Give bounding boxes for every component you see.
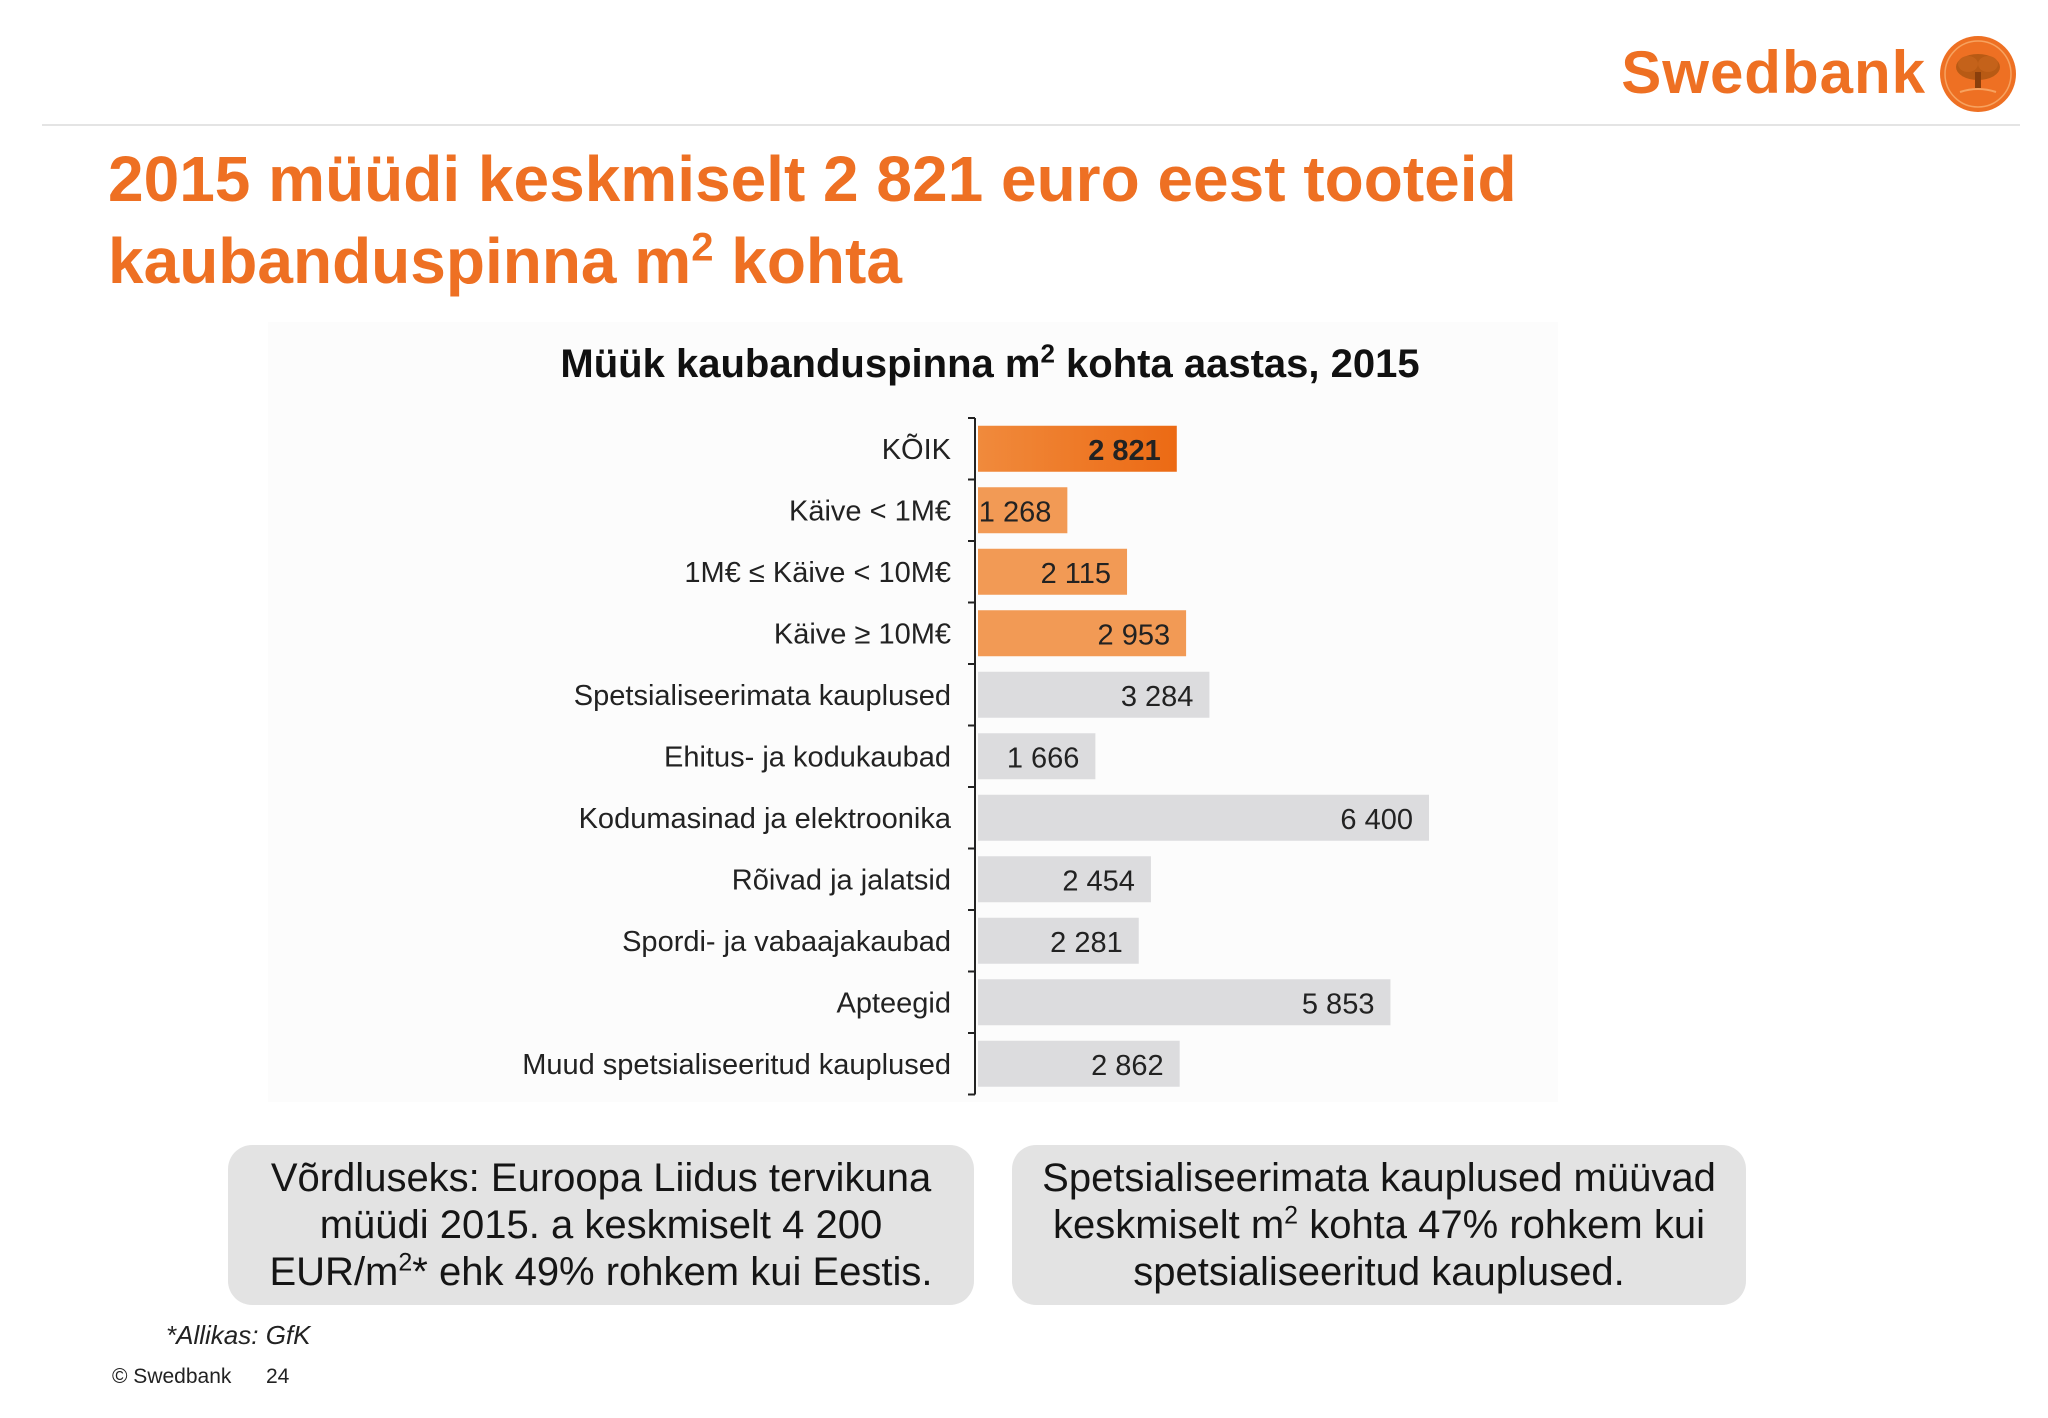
- note-left-line-3-post: * ehk 49% rohkem kui Eestis.: [412, 1249, 933, 1294]
- slide-title-line-2-pre: kaubanduspinna m: [108, 225, 692, 297]
- chart-title-pre: Müük kaubanduspinna m: [560, 342, 1041, 386]
- note-box-nonspecialized-stores: Spetsialiseerimata kauplused müüvad kesk…: [1012, 1145, 1746, 1305]
- chart-value-label: 3 284: [1121, 681, 1194, 713]
- chart-value-label: 1 666: [1007, 742, 1080, 774]
- note-right-line-2-post: kohta 47% rohkem kui: [1298, 1202, 1705, 1247]
- chart-title: Müük kaubanduspinna m2 kohta aastas, 201…: [400, 338, 1580, 387]
- note-left-line-3: EUR/m2* ehk 49% rohkem kui Eestis.: [269, 1249, 932, 1296]
- chart-title-post: kohta aastas, 2015: [1054, 342, 1420, 386]
- source-note: *Allikas: GfK: [166, 1320, 311, 1350]
- note-left-superscript: 2: [398, 1248, 413, 1277]
- chart-value-label: 2 115: [1041, 558, 1111, 590]
- chart-bar-8: [978, 917, 1139, 964]
- chart-category-label: KÕIK: [882, 432, 952, 466]
- swedbank-oak-tree-icon: [1940, 36, 2016, 112]
- chart-bar-0: [978, 425, 1177, 472]
- footer-copyright: © Swedbank: [112, 1365, 232, 1388]
- note-right-line-2-pre: keskmiselt m: [1053, 1202, 1285, 1247]
- chart-category-label: Rõivad ja jalatsid: [732, 864, 951, 896]
- chart-bar-7: [978, 856, 1151, 903]
- chart-bar-1: [978, 487, 1068, 534]
- chart-value-label: 2 862: [1091, 1050, 1164, 1082]
- chart-value-label: 2 454: [1062, 865, 1135, 897]
- chart-bar-5: [978, 733, 1096, 780]
- chart-category-label: Kodumasinad ja elektroonika: [579, 803, 952, 835]
- note-right-line-3: spetsialiseeritud kauplused.: [1133, 1249, 1625, 1294]
- chart-background: [268, 322, 1558, 1102]
- slide-title-line-2: kaubanduspinna m2 kohta: [108, 220, 1808, 302]
- chart-title-superscript: 2: [1040, 338, 1055, 369]
- header-divider: [42, 124, 2020, 126]
- note-left-line-2: müüdi 2015. a keskmiselt 4 200: [319, 1202, 883, 1247]
- chart-category-label: 1M€ ≤ Käive < 10M€: [684, 557, 951, 589]
- chart-value-label: 5 853: [1302, 988, 1375, 1020]
- chart-category-label: Käive < 1M€: [789, 495, 951, 527]
- note-right-line-2: keskmiselt m2 kohta 47% rohkem kui: [1042, 1202, 1716, 1249]
- slide-title-superscript: 2: [691, 225, 714, 270]
- chart-bar-3: [978, 610, 1187, 657]
- chart-value-label: 6 400: [1340, 804, 1413, 836]
- note-right-line-1: Spetsialiseerimata kauplused müüvad: [1042, 1155, 1716, 1200]
- chart-category-label: Spordi- ja vabaajakaubad: [622, 926, 951, 958]
- note-box-eu-comparison: Võrdluseks: Euroopa Liidus tervikuna müü…: [228, 1145, 974, 1305]
- chart-value-label: 1 268: [979, 496, 1052, 528]
- chart-bar-9: [978, 979, 1391, 1026]
- chart-category-label: Muud spetsialiseeritud kauplused: [522, 1049, 951, 1081]
- chart-bar-2: [978, 548, 1128, 595]
- slide-title-line-1: 2015 müüdi keskmiselt 2 821 euro eest to…: [108, 143, 1517, 215]
- chart-category-label: Ehitus- ja kodukaubad: [664, 741, 951, 773]
- chart-category-label: Spetsialiseerimata kauplused: [574, 680, 951, 712]
- swedbank-logo-text: Swedbank: [1621, 39, 1926, 106]
- chart-value-label: 2 953: [1098, 619, 1171, 651]
- chart-bar-10: [978, 1040, 1180, 1087]
- chart-bar-4: [978, 671, 1210, 718]
- note-left-line-3-pre: EUR/m: [269, 1249, 399, 1294]
- slide-title: 2015 müüdi keskmiselt 2 821 euro eest to…: [108, 138, 1808, 302]
- chart-category-label: Apteegid: [837, 987, 952, 1019]
- chart-value-label: 2 281: [1050, 927, 1123, 959]
- footer-page-number: 24: [266, 1365, 290, 1388]
- chart-category-label: Käive ≥ 10M€: [774, 618, 951, 650]
- note-right-superscript: 2: [1284, 1201, 1299, 1230]
- note-left-line-1: Võrdluseks: Euroopa Liidus tervikuna: [270, 1155, 932, 1200]
- slide-title-line-2-post: kohta: [713, 225, 902, 297]
- chart-value-label: 2 821: [1088, 435, 1161, 467]
- chart-bar-6: [978, 794, 1429, 841]
